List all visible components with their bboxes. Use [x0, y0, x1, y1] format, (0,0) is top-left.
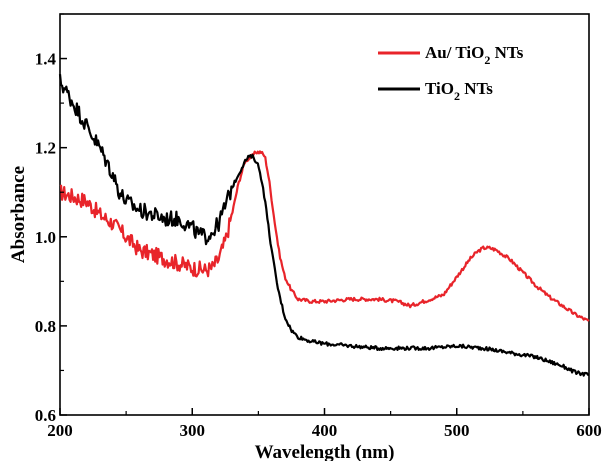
y-axis-title: Absorbance — [8, 166, 29, 263]
legend-label-1: TiO2 NTs — [425, 79, 493, 103]
x-tick-label: 200 — [47, 421, 73, 440]
y-tick-label: 1.4 — [35, 50, 57, 69]
legend-label-0: Au/ TiO2 NTs — [425, 43, 524, 67]
series-line-0 — [59, 150, 590, 322]
series-line-1 — [58, 74, 590, 377]
ticks-layer: 200 300 400 500 600 0.6 0.8 1.0 1.2 1.4 — [35, 13, 602, 440]
series-layer — [58, 74, 590, 377]
x-tick-label: 300 — [180, 421, 206, 440]
y-tick-label: 0.6 — [35, 406, 56, 425]
x-axis-title: Wavelength (nm) — [255, 442, 395, 461]
plot-frame — [59, 13, 590, 416]
x-tick-label: 500 — [444, 421, 470, 440]
x-tick-label: 400 — [312, 421, 338, 440]
legend: Au/ TiO2 NTs TiO2 NTs — [378, 43, 524, 103]
plot-border — [59, 13, 590, 416]
y-tick-label: 0.8 — [35, 317, 56, 336]
y-tick-label: 1.2 — [35, 139, 56, 158]
x-tick-label: 600 — [576, 421, 602, 440]
y-tick-label: 1.0 — [35, 228, 56, 247]
